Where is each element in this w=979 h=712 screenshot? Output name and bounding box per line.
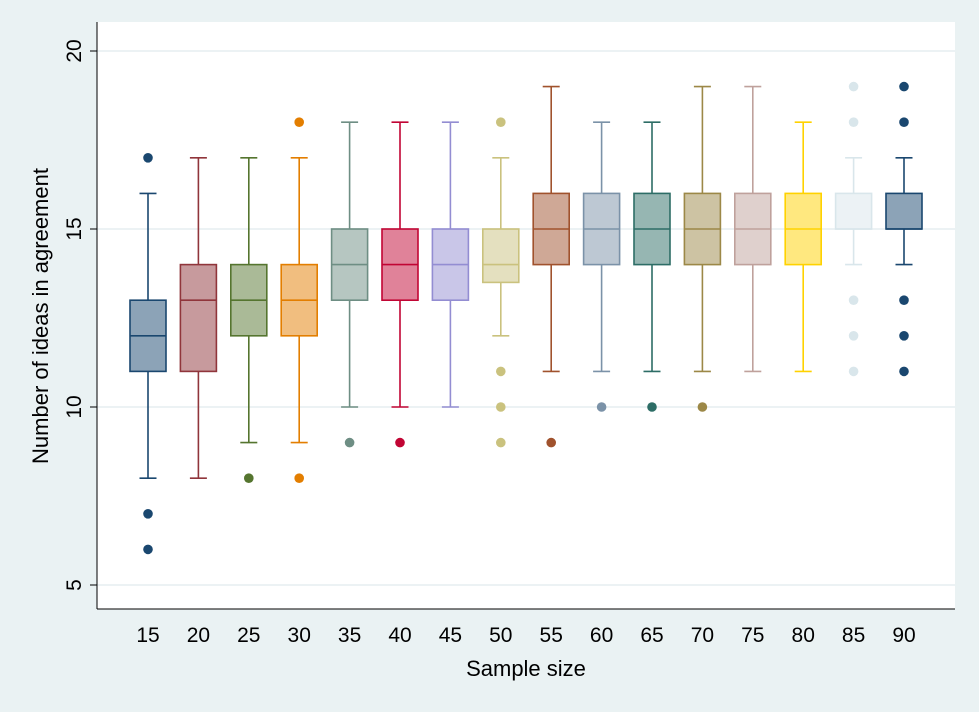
y-tick-label-10: 10 <box>63 395 86 418</box>
outlier-85-13 <box>848 295 859 306</box>
plot-area <box>97 22 955 609</box>
box-group-70 <box>683 85 722 412</box>
box-series <box>129 81 923 555</box>
x-tick-label-30: 30 <box>288 624 311 647</box>
y-axis-ticks: 5 10 15 20 <box>63 39 97 591</box>
box-group-25 <box>230 157 268 484</box>
box-group-60 <box>582 121 621 412</box>
box-group-65 <box>633 121 671 412</box>
outlier-40-9 <box>395 437 405 448</box>
box-group-45 <box>431 121 470 408</box>
outlier-50-18 <box>496 117 506 127</box>
outlier-50-10 <box>496 402 506 412</box>
outlier-50-9 <box>496 437 506 448</box>
box-50 <box>481 228 520 284</box>
box-group-15 <box>129 153 167 555</box>
outlier-90-18 <box>899 117 909 127</box>
x-tick-label-15: 15 <box>136 624 159 647</box>
x-tick-label-50: 50 <box>489 624 512 647</box>
outlier-90-11 <box>899 366 909 377</box>
y-tick-label-15: 15 <box>63 217 86 240</box>
outlier-85-12 <box>848 331 859 341</box>
x-tick-label-70: 70 <box>691 624 714 647</box>
outlier-85-19 <box>848 81 859 92</box>
box-90 <box>885 192 923 230</box>
box-group-35 <box>330 121 369 448</box>
outlier-35-9 <box>344 437 355 448</box>
outlier-90-19 <box>899 81 909 92</box>
x-tick-label-90: 90 <box>892 624 915 647</box>
x-tick-label-80: 80 <box>792 624 815 647</box>
box-group-40 <box>381 121 419 448</box>
outlier-30-8 <box>294 473 305 484</box>
outlier-15-7 <box>143 509 153 519</box>
box-group-75 <box>733 85 772 373</box>
y-tick-label-5: 5 <box>63 579 86 591</box>
box-group-80 <box>784 121 823 373</box>
gridlines <box>97 50 955 586</box>
outlier-55-9 <box>546 437 556 448</box>
x-axis-ticks: 15 20 25 30 35 40 45 50 55 60 65 70 75 80 85 90 <box>136 624 915 647</box>
x-tick-label-40: 40 <box>388 624 411 647</box>
outlier-60-10 <box>596 402 607 412</box>
x-tick-label-60: 60 <box>590 624 613 647</box>
x-tick-label-65: 65 <box>640 624 663 647</box>
outlier-15-6 <box>143 544 153 555</box>
x-tick-label-20: 20 <box>187 624 210 647</box>
x-tick-label-35: 35 <box>338 624 361 647</box>
outlier-85-18 <box>848 117 859 127</box>
box-group-30 <box>280 117 319 484</box>
box-group-85 <box>834 81 873 377</box>
outlier-50-11 <box>496 366 506 377</box>
outlier-90-13 <box>899 295 909 306</box>
outlier-70-10 <box>697 402 708 412</box>
x-tick-label-45: 45 <box>439 624 462 647</box>
outlier-85-11 <box>848 366 859 377</box>
x-tick-label-85: 85 <box>842 624 865 647</box>
x-tick-label-55: 55 <box>540 624 563 647</box>
outlier-90-12 <box>899 331 909 341</box>
outlier-25-8 <box>244 473 254 484</box>
box-group-90 <box>885 81 923 377</box>
outlier-30-18 <box>294 117 305 127</box>
x-tick-label-75: 75 <box>741 624 764 647</box>
box-group-55 <box>532 85 571 448</box>
outlier-65-10 <box>647 402 657 412</box>
outlier-15-17 <box>143 153 153 163</box>
x-axis-label: Sample size <box>466 656 586 681</box>
y-tick-label-20: 20 <box>63 39 86 62</box>
box-group-20 <box>179 157 218 480</box>
y-axis-label: Number of ideas in agreement <box>28 168 53 464</box>
box-group-50 <box>481 117 520 448</box>
x-tick-label-25: 25 <box>237 624 260 647</box>
box-85 <box>834 192 873 230</box>
box-20 <box>179 263 218 373</box>
